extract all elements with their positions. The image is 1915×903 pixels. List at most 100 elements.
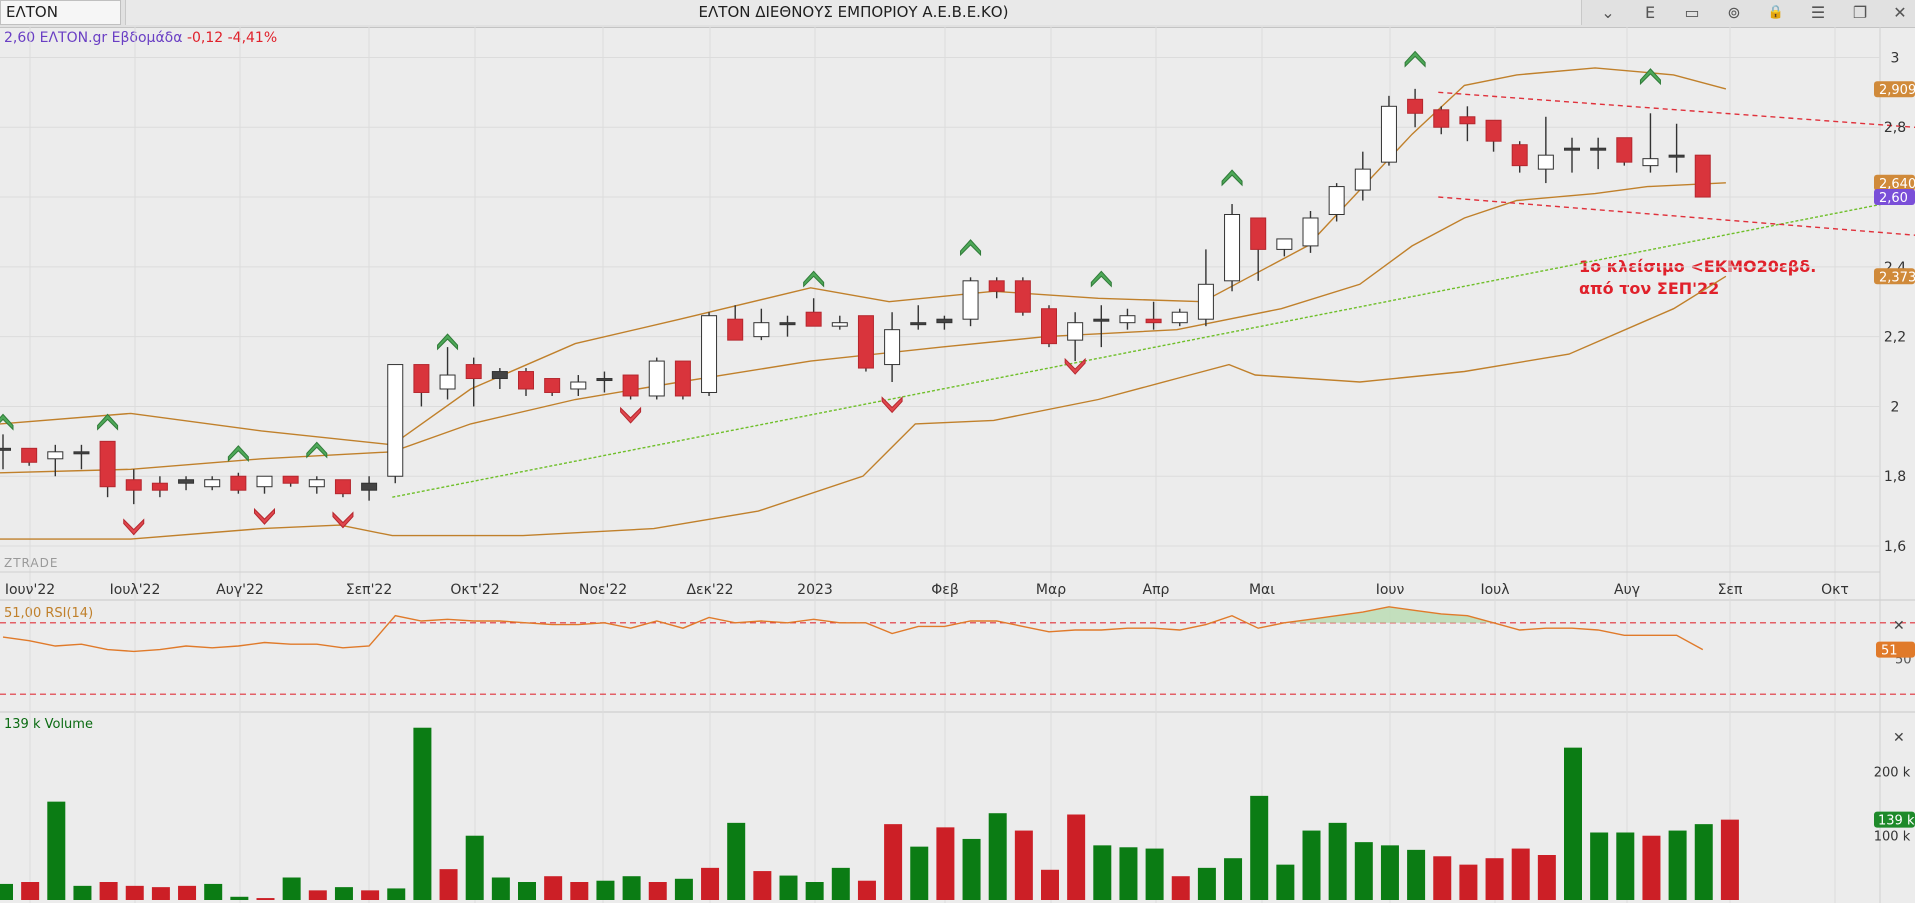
candle-body	[465, 364, 482, 380]
candle[interactable]	[1694, 154, 1711, 198]
rsi-close-icon[interactable]: ✕	[1893, 618, 1905, 634]
volume-bar	[779, 875, 798, 900]
candle[interactable]	[1354, 151, 1371, 201]
candle[interactable]	[334, 479, 351, 498]
candle[interactable]	[178, 476, 195, 491]
candle[interactable]	[753, 308, 770, 341]
volume-bar	[361, 890, 380, 900]
restore-icon[interactable]: ❐	[1852, 3, 1868, 22]
x-tick-label: Μαρ	[1036, 582, 1066, 598]
candle[interactable]	[465, 357, 482, 407]
candle[interactable]	[439, 347, 456, 400]
volume-bar	[178, 885, 197, 900]
candle[interactable]	[1171, 308, 1188, 327]
candle[interactable]	[1642, 113, 1659, 173]
candle[interactable]	[884, 312, 901, 383]
symbol-field[interactable]: ΕΛΤΟΝ	[0, 0, 121, 25]
candle[interactable]	[99, 440, 116, 498]
candle[interactable]	[1407, 88, 1424, 128]
candle[interactable]	[1067, 312, 1084, 362]
price-tag-last: 2,60	[1874, 189, 1915, 206]
volume-close-icon[interactable]: ✕	[1893, 730, 1905, 746]
candle[interactable]	[910, 305, 927, 330]
price-tag-lower-band: 2,373	[1874, 268, 1915, 285]
candle[interactable]	[73, 444, 90, 470]
candle[interactable]	[387, 364, 404, 484]
candle[interactable]	[125, 469, 142, 505]
candle[interactable]	[831, 315, 848, 330]
candle[interactable]	[544, 378, 561, 396]
candle-body	[727, 318, 744, 341]
close-icon[interactable]: ✕	[1893, 3, 1907, 22]
candle-body	[910, 322, 927, 326]
x-tick-label: Οκτ	[1821, 582, 1849, 598]
candle[interactable]	[1616, 137, 1633, 166]
menu-icon[interactable]: ☰	[1810, 3, 1826, 22]
save-icon[interactable]: ▭	[1684, 3, 1700, 22]
candle[interactable]	[47, 444, 64, 477]
candle[interactable]	[256, 475, 273, 494]
volume-bar	[1276, 864, 1295, 900]
candle[interactable]	[674, 360, 691, 400]
candle[interactable]	[308, 476, 325, 494]
candle[interactable]	[491, 368, 508, 389]
candle[interactable]	[648, 357, 665, 400]
candle[interactable]	[1197, 249, 1214, 327]
link-icon[interactable]: ⊚	[1727, 3, 1741, 22]
candle[interactable]	[570, 375, 587, 396]
candle[interactable]	[230, 472, 247, 494]
candle[interactable]	[1485, 119, 1502, 152]
candle[interactable]	[413, 364, 430, 407]
candle[interactable]	[518, 368, 534, 396]
candle[interactable]	[361, 476, 378, 501]
title-box: ΕΛΤΟΝ ΔΙΕΘΝΟΥΣ ΕΜΠΟΡΙΟΥ Α.Ε.Β.Ε.ΚΟ)	[125, 0, 1582, 25]
candle[interactable]	[805, 298, 822, 327]
candle[interactable]	[1145, 301, 1162, 330]
volume-bar	[1093, 845, 1112, 900]
candle[interactable]	[1564, 137, 1580, 173]
candle[interactable]	[962, 277, 979, 327]
candle[interactable]	[1511, 141, 1528, 173]
candle[interactable]	[1276, 238, 1293, 257]
candle[interactable]	[1668, 123, 1685, 173]
candle[interactable]	[779, 315, 796, 337]
candle-body	[1564, 147, 1580, 151]
candle[interactable]	[1433, 106, 1450, 135]
lock-icon[interactable]: 🔒	[1767, 5, 1785, 20]
candle[interactable]	[1380, 95, 1397, 166]
candle-body	[1407, 98, 1424, 114]
candle-body	[413, 364, 430, 393]
candle[interactable]	[1328, 183, 1345, 222]
candle[interactable]	[21, 447, 38, 466]
e-button[interactable]: E	[1644, 3, 1656, 22]
candle[interactable]	[1302, 211, 1319, 253]
candle[interactable]	[1093, 305, 1110, 348]
candle-body	[1694, 154, 1711, 198]
chevron-down-icon[interactable]: ⌄	[1601, 3, 1615, 22]
candle[interactable]	[0, 434, 11, 470]
candle[interactable]	[204, 476, 221, 491]
candle[interactable]	[1041, 305, 1057, 348]
candle[interactable]	[622, 374, 639, 400]
candle[interactable]	[151, 476, 168, 498]
candle[interactable]	[1119, 308, 1136, 330]
candle[interactable]	[596, 371, 613, 393]
candle[interactable]	[1590, 137, 1607, 170]
candle[interactable]	[988, 277, 1005, 299]
volume-bar	[1642, 835, 1661, 900]
signal-down-marker	[254, 507, 275, 525]
candle[interactable]	[727, 305, 744, 341]
candle[interactable]	[701, 312, 718, 396]
candle[interactable]	[282, 475, 299, 487]
volume-bar	[648, 882, 667, 900]
candle[interactable]	[1537, 116, 1554, 184]
candle[interactable]	[1014, 277, 1031, 316]
candle[interactable]	[1224, 204, 1241, 292]
candle[interactable]	[857, 315, 874, 372]
volume-bar	[831, 867, 850, 900]
candle[interactable]	[936, 315, 953, 330]
volume-bar	[230, 896, 249, 900]
candle[interactable]	[1250, 217, 1267, 281]
candle[interactable]	[1459, 106, 1476, 142]
